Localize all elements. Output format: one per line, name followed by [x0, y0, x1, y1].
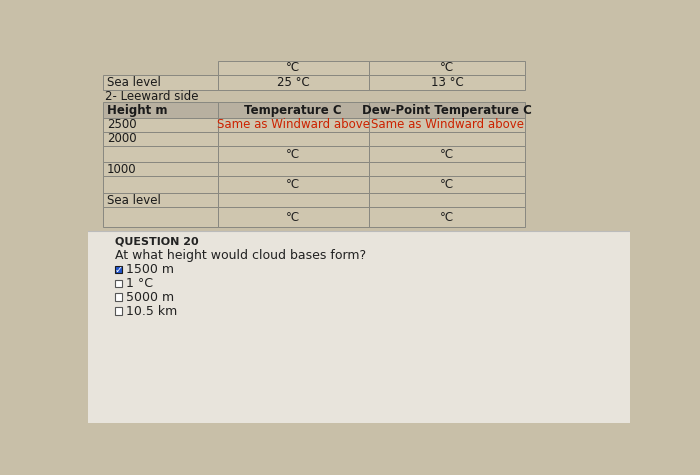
- Text: 2500: 2500: [107, 118, 136, 131]
- Bar: [103, 118, 218, 132]
- Text: 5000 m: 5000 m: [126, 291, 174, 304]
- Text: QUESTION 20: QUESTION 20: [115, 237, 198, 247]
- Text: °C: °C: [286, 178, 300, 191]
- Text: 2- Leeward side: 2- Leeward side: [104, 90, 198, 103]
- Bar: [369, 145, 526, 162]
- Bar: [218, 61, 369, 75]
- Bar: [103, 193, 218, 207]
- Bar: [115, 266, 122, 274]
- Bar: [218, 132, 369, 145]
- Bar: [369, 61, 526, 75]
- Text: Sea level: Sea level: [107, 76, 161, 89]
- Bar: [103, 103, 218, 118]
- Bar: [115, 307, 122, 315]
- Text: 1 °C: 1 °C: [126, 277, 153, 290]
- Bar: [103, 176, 218, 193]
- Bar: [369, 193, 526, 207]
- Bar: [88, 231, 630, 423]
- Text: 25 °C: 25 °C: [277, 76, 309, 89]
- Bar: [218, 193, 369, 207]
- Bar: [103, 132, 218, 145]
- Text: 1500 m: 1500 m: [126, 263, 174, 276]
- Bar: [218, 162, 369, 176]
- Bar: [369, 162, 526, 176]
- Bar: [218, 176, 369, 193]
- Bar: [103, 145, 218, 162]
- Text: Height m: Height m: [107, 104, 167, 117]
- Bar: [369, 132, 526, 145]
- Text: °C: °C: [440, 148, 454, 161]
- Text: Same as Windward above: Same as Windward above: [370, 118, 524, 131]
- Text: 13 °C: 13 °C: [430, 76, 463, 89]
- Bar: [115, 294, 122, 301]
- Bar: [218, 75, 369, 90]
- Text: °C: °C: [286, 61, 300, 74]
- Text: At what height would cloud bases form?: At what height would cloud bases form?: [115, 249, 365, 262]
- Text: °C: °C: [440, 210, 454, 224]
- Text: °C: °C: [286, 148, 300, 161]
- Bar: [369, 176, 526, 193]
- Bar: [369, 118, 526, 132]
- Text: ✓: ✓: [114, 265, 122, 275]
- Text: 1000: 1000: [107, 163, 136, 176]
- Bar: [369, 75, 526, 90]
- Text: Sea level: Sea level: [107, 194, 161, 207]
- Text: °C: °C: [440, 61, 454, 74]
- Bar: [103, 75, 218, 90]
- Bar: [369, 207, 526, 227]
- Bar: [218, 118, 369, 132]
- Bar: [103, 162, 218, 176]
- Bar: [369, 103, 526, 118]
- Text: 2000: 2000: [107, 132, 136, 145]
- Bar: [218, 145, 369, 162]
- Text: Temperature C: Temperature C: [244, 104, 342, 117]
- Text: Dew-Point Temperature C: Dew-Point Temperature C: [362, 104, 532, 117]
- Text: °C: °C: [286, 210, 300, 224]
- Bar: [218, 103, 369, 118]
- Bar: [103, 207, 218, 227]
- Bar: [115, 279, 122, 287]
- Text: Same as Windward above: Same as Windward above: [217, 118, 370, 131]
- Bar: [218, 207, 369, 227]
- Text: °C: °C: [440, 178, 454, 191]
- Bar: [103, 61, 218, 75]
- Text: 10.5 km: 10.5 km: [126, 304, 178, 318]
